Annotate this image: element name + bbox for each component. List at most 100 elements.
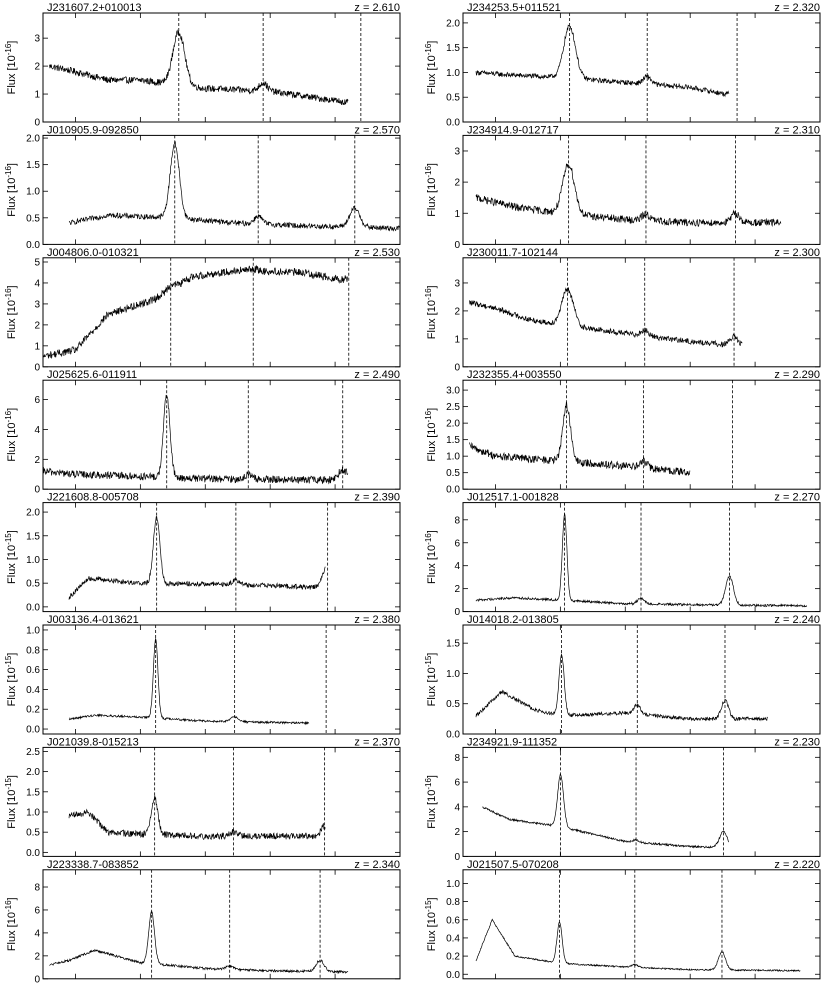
spectrum-series bbox=[475, 163, 782, 227]
spectrum-series bbox=[68, 637, 310, 726]
y-tick-label: 0.5 bbox=[26, 213, 40, 224]
spectrum-panel: 0.0 0.5 1.0 1.5 J014018.2-013805 z = 2.240 Flu… bbox=[424, 614, 821, 741]
y-tick-label: 0.6 bbox=[26, 665, 40, 676]
spectrum-panel: 0.0 0.2 0.4 0.6 0.8 1.0 4000 5000 6000 7000 8000 90… bbox=[424, 859, 830, 986]
y-axis-label: Flux [10-16] bbox=[424, 285, 438, 339]
panel-redshift: z = 2.240 bbox=[774, 614, 820, 626]
y-tick-label: 5 bbox=[34, 257, 40, 268]
y-tick-label: 0.5 bbox=[446, 468, 460, 479]
y-tick-label: 2 bbox=[34, 455, 40, 466]
y-tick-label: 4 bbox=[34, 425, 40, 436]
x-tick-label: 9000 bbox=[389, 985, 412, 986]
y-tick-label: 0.2 bbox=[446, 952, 460, 963]
y-tick-label: 0.0 bbox=[26, 725, 40, 736]
panel-redshift: z = 2.220 bbox=[774, 859, 820, 871]
y-tick-label: 0 bbox=[454, 240, 460, 251]
y-axis-label: Flux [10-15] bbox=[424, 897, 438, 951]
y-tick-label: 1.5 bbox=[446, 43, 460, 54]
y-tick-label: 8 bbox=[34, 883, 40, 894]
y-tick-label: 0.6 bbox=[446, 915, 460, 926]
panel-object-name: J025625.6-011911 bbox=[47, 369, 137, 381]
spectrum-panel: 0.0 0.2 0.4 0.6 0.8 1.0 J003136.4-013621 z = 2.… bbox=[4, 614, 401, 736]
plot-frame bbox=[42, 624, 401, 735]
y-tick-label: 0 bbox=[34, 118, 40, 129]
plot-frame bbox=[462, 746, 821, 857]
y-tick-label: 1 bbox=[34, 90, 40, 101]
y-tick-label: 1.0 bbox=[446, 68, 460, 79]
spectrum-series bbox=[43, 394, 349, 485]
y-tick-label: 0.0 bbox=[446, 730, 460, 741]
plot-frame bbox=[42, 12, 401, 123]
x-tick-label: 8000 bbox=[324, 985, 347, 986]
y-tick-label: 0.0 bbox=[26, 240, 40, 251]
panel-redshift: z = 2.230 bbox=[774, 736, 820, 748]
y-tick-label: 3.0 bbox=[446, 386, 460, 397]
spectrum-panel: 0 2 4 6 8 J234921.9-111352 z = 2.230 Flux [10-1… bbox=[424, 736, 821, 863]
y-tick-label: 0.5 bbox=[26, 579, 40, 590]
spectrum-series bbox=[68, 140, 400, 232]
y-tick-label: 1.0 bbox=[446, 669, 460, 680]
spectrum-panel: 0.0 0.5 1.0 1.5 2.0 2.5 3.0 J232355.4+003550 z =… bbox=[424, 369, 821, 496]
panel-object-name: J021039.8-015213 bbox=[47, 736, 139, 748]
y-tick-label: 0.5 bbox=[446, 93, 460, 104]
plot-frame bbox=[462, 134, 821, 245]
spectrum-series bbox=[475, 24, 730, 98]
y-tick-label: 2 bbox=[454, 306, 460, 317]
y-tick-label: 1.5 bbox=[26, 787, 40, 798]
y-tick-label: 0 bbox=[454, 607, 460, 618]
plot-frame bbox=[42, 869, 401, 980]
plot-frame bbox=[42, 134, 401, 245]
spectrum-panel: 0.0 0.5 1.0 1.5 2.0 J234253.5+011521 z = 2.320… bbox=[424, 2, 821, 129]
y-tick-label: 3 bbox=[454, 146, 460, 157]
x-tick-label: 6000 bbox=[614, 985, 637, 986]
plot-frame bbox=[462, 379, 821, 490]
y-tick-label: 1.0 bbox=[26, 807, 40, 818]
x-tick-label: 4000 bbox=[64, 985, 87, 986]
plot-frame bbox=[42, 746, 401, 857]
y-tick-label: 2 bbox=[454, 178, 460, 189]
panel-object-name: J221608.8-005708 bbox=[47, 492, 139, 504]
y-tick-label: 4 bbox=[34, 278, 40, 289]
panel-object-name: J004806.0-010321 bbox=[47, 247, 139, 259]
y-tick-label: 1.0 bbox=[26, 555, 40, 566]
spectrum-series bbox=[43, 264, 349, 359]
y-axis-label: Flux [10-16] bbox=[4, 285, 18, 339]
y-axis-label: Flux [10-16] bbox=[424, 41, 438, 95]
y-tick-label: 2.5 bbox=[446, 402, 460, 413]
x-tick-label: 7000 bbox=[259, 985, 282, 986]
spectrum-series bbox=[475, 513, 808, 608]
y-tick-label: 0.8 bbox=[26, 645, 40, 656]
panel-object-name: J234253.5+011521 bbox=[467, 2, 561, 14]
y-tick-label: 2.0 bbox=[26, 767, 40, 778]
spectrum-panel: 0.0 0.5 1.0 1.5 2.0 J221608.8-005708 z = 2.390… bbox=[4, 492, 401, 613]
y-tick-label: 0.0 bbox=[446, 118, 460, 129]
y-tick-label: 0 bbox=[34, 362, 40, 373]
spectrum-series bbox=[49, 29, 349, 106]
y-axis-label: Flux [10-16] bbox=[4, 408, 18, 462]
y-tick-label: 0.2 bbox=[26, 705, 40, 716]
plot-frame bbox=[42, 379, 401, 490]
panel-object-name: J010905.9-092850 bbox=[47, 124, 139, 136]
panel-redshift: z = 2.340 bbox=[354, 859, 400, 871]
y-axis-label: Flux [10-15] bbox=[4, 653, 18, 707]
y-tick-label: 0.5 bbox=[446, 699, 460, 710]
panel-redshift: z = 2.370 bbox=[354, 736, 400, 748]
panel-redshift: z = 2.380 bbox=[354, 614, 400, 626]
panel-object-name: J232355.4+003550 bbox=[467, 369, 562, 381]
y-tick-label: 1.0 bbox=[446, 452, 460, 463]
y-axis-label: Flux [10-15] bbox=[4, 530, 18, 584]
y-tick-label: 1.0 bbox=[26, 625, 40, 636]
spectrum-panel: 0 2 4 6 8 4000 5000 6000 7000 8000 9000 J223338.7-0… bbox=[4, 859, 412, 986]
y-tick-label: 2 bbox=[454, 827, 460, 838]
y-tick-label: 1 bbox=[454, 334, 460, 345]
y-tick-label: 2.5 bbox=[26, 747, 40, 758]
y-tick-label: 0.5 bbox=[26, 828, 40, 839]
y-tick-label: 1 bbox=[454, 209, 460, 220]
x-tick-label: 5000 bbox=[129, 985, 152, 986]
y-tick-label: 1 bbox=[34, 341, 40, 352]
spectrum-panel: 0.0 0.5 1.0 1.5 2.0 J010905.9-092850 z = 2.570… bbox=[4, 124, 401, 251]
panel-redshift: z = 2.570 bbox=[354, 124, 400, 136]
y-tick-label: 4 bbox=[34, 928, 40, 939]
y-tick-label: 3 bbox=[34, 299, 40, 310]
